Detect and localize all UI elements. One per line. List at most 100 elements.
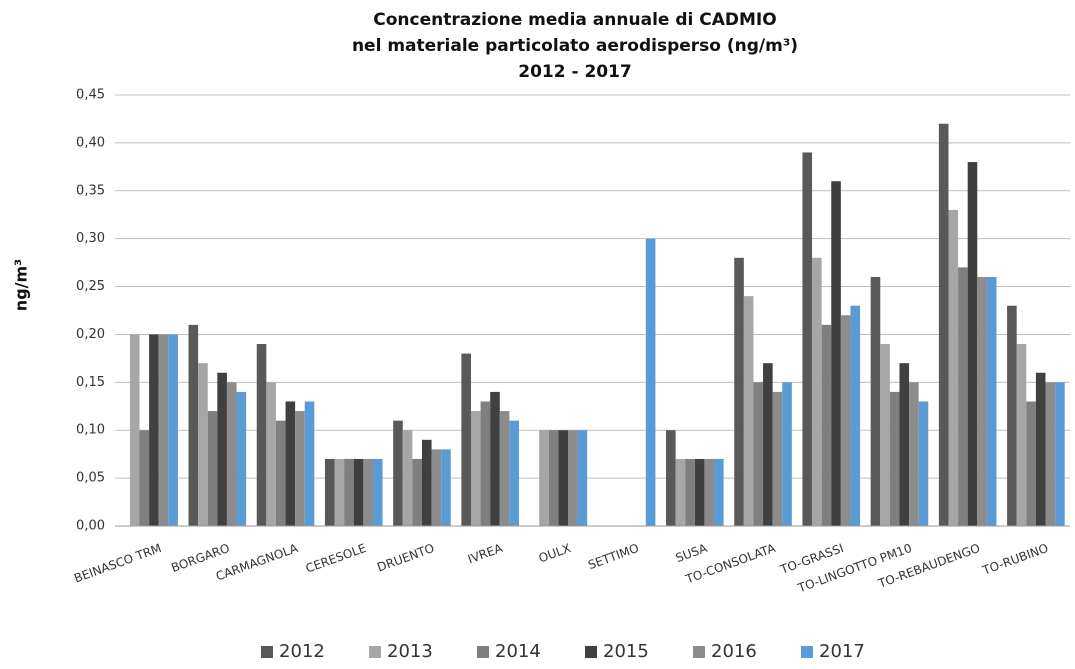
bar [285, 401, 296, 526]
y-tick-label: 0,35 [76, 183, 105, 198]
bar [675, 458, 686, 526]
bar [461, 353, 471, 526]
bar [958, 267, 968, 526]
bar [645, 238, 656, 526]
chart-title: 2012 - 2017 [518, 62, 632, 82]
bar [734, 257, 744, 526]
legend-label: 2017 [819, 641, 865, 662]
bar [431, 449, 442, 526]
x-tick-label: SETTIMO [586, 541, 641, 572]
bar [1016, 344, 1027, 526]
bar [948, 209, 959, 526]
bar [870, 276, 881, 526]
bar [226, 382, 237, 526]
chart-title: nel materiale particolato aerodisperso (… [352, 36, 798, 56]
bar [986, 276, 997, 526]
bar [812, 257, 822, 526]
bar [714, 458, 724, 526]
bar [353, 458, 364, 526]
bar [918, 401, 929, 526]
bar [158, 334, 169, 526]
bar [977, 276, 987, 526]
bar [1055, 382, 1065, 526]
legend-swatch [261, 646, 273, 658]
bar [372, 458, 383, 526]
bar [295, 411, 305, 526]
x-tick-label: DRUENTO [375, 541, 436, 575]
bar [567, 430, 578, 526]
chart-title: Concentrazione media annuale di CADMIO [373, 10, 776, 30]
legend-label: 2015 [603, 641, 649, 662]
bar [168, 334, 178, 526]
bar [1035, 372, 1046, 526]
bar [743, 296, 754, 526]
y-tick-label: 0,30 [76, 231, 105, 246]
bar [821, 324, 832, 526]
y-tick-label: 0,20 [76, 327, 105, 342]
bar [207, 411, 218, 526]
bar [441, 449, 451, 526]
y-tick-label: 0,45 [76, 88, 105, 103]
bar [198, 363, 208, 526]
bar [850, 305, 861, 526]
legend-label: 2014 [495, 641, 541, 662]
legend-swatch [801, 646, 813, 658]
legend-swatch [693, 646, 705, 658]
legend-swatch [585, 646, 597, 658]
bar [129, 334, 140, 526]
bar [324, 458, 335, 526]
bar [1007, 305, 1017, 526]
bar [899, 363, 910, 526]
bar [236, 391, 247, 526]
x-tick-label: TO-LINGOTTO PM10 [795, 541, 913, 596]
bar [558, 430, 568, 526]
y-tick-label: 0,05 [76, 471, 105, 486]
x-tick-label: BEINASCO TRM [72, 541, 163, 586]
bar [363, 458, 373, 526]
bar [334, 458, 345, 526]
bar [402, 430, 413, 526]
bar [509, 420, 519, 526]
y-tick-label: 0,00 [76, 519, 105, 534]
bar [1045, 382, 1056, 526]
bar [393, 420, 403, 526]
bar [694, 458, 705, 526]
bar [490, 391, 500, 526]
legend-label: 2012 [279, 641, 325, 662]
y-axis-label: ng/m³ [12, 259, 31, 311]
bar [499, 411, 510, 526]
bar [763, 363, 773, 526]
bar [188, 324, 199, 526]
bar [802, 152, 813, 526]
bar [753, 382, 764, 526]
bar [704, 458, 715, 526]
bar [304, 401, 315, 526]
bar [139, 430, 150, 526]
bar [685, 458, 695, 526]
bar [577, 430, 588, 526]
bar [470, 411, 481, 526]
bar [217, 372, 227, 526]
bar [840, 315, 851, 526]
x-tick-label: TO-RUBINO [980, 541, 1050, 578]
y-tick-label: 0,25 [76, 279, 105, 294]
x-tick-label: IVREA [466, 541, 505, 567]
bar [344, 458, 354, 526]
bar [782, 382, 792, 526]
bar [256, 344, 267, 526]
bar [772, 391, 783, 526]
y-tick-label: 0,10 [76, 423, 105, 438]
bar [889, 391, 900, 526]
y-tick-label: 0,15 [76, 375, 105, 390]
bar [548, 430, 559, 526]
legend-label: 2013 [387, 641, 433, 662]
bar [539, 430, 549, 526]
legend-swatch [369, 646, 381, 658]
bar [275, 420, 286, 526]
bar [938, 123, 949, 526]
bar [909, 382, 919, 526]
bar [421, 439, 432, 526]
bar [831, 181, 841, 526]
bar [149, 334, 159, 526]
